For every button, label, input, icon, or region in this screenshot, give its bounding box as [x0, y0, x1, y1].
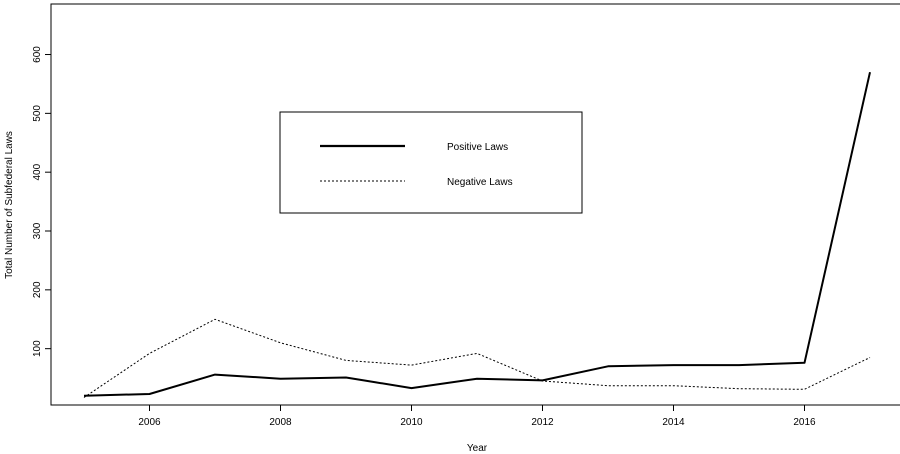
- x-tick-label: 2008: [269, 417, 292, 428]
- x-tick-label: 2014: [662, 417, 685, 428]
- plot-frame: [50, 3, 900, 406]
- legend: Positive Laws Negative Laws: [279, 111, 583, 214]
- x-tick-label: 2010: [400, 417, 423, 428]
- y-tick-label: 400: [32, 163, 43, 180]
- series-line-negative-laws: [83, 318, 871, 398]
- series-line-positive-laws: [83, 71, 871, 397]
- data-point-negative-laws: [869, 356, 871, 358]
- x-axis: 2006 2008 2010 2012 2014 2016: [138, 405, 816, 428]
- x-axis-label: Year: [467, 443, 488, 454]
- data-point-negative-laws: [149, 352, 151, 354]
- x-tick-label: 2016: [793, 417, 816, 428]
- legend-label-negative: Negative Laws: [447, 177, 513, 188]
- y-axis: 100 200 300 400 500 600: [32, 46, 51, 357]
- x-tick-label: 2012: [531, 417, 554, 428]
- y-tick-label: 300: [32, 222, 43, 239]
- y-tick-label: 200: [32, 281, 43, 298]
- y-tick-label: 500: [32, 105, 43, 122]
- legend-box: [279, 111, 583, 214]
- y-tick-label: 100: [32, 340, 43, 357]
- data-point-negative-laws: [607, 385, 609, 387]
- series-layer: [83, 71, 871, 398]
- y-tick-label: 600: [32, 46, 43, 63]
- legend-label-positive: Positive Laws: [447, 142, 508, 153]
- x-tick-label: 2006: [138, 417, 161, 428]
- y-axis-label: Total Number of Subfederal Laws: [4, 131, 15, 279]
